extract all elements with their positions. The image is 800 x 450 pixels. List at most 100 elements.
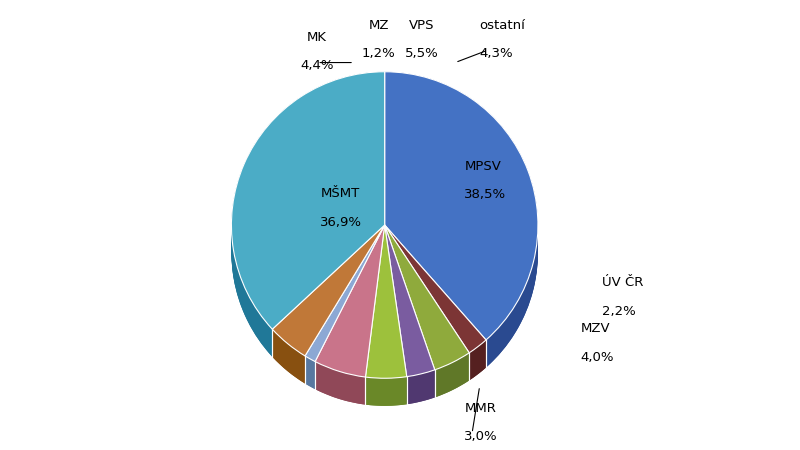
Wedge shape xyxy=(366,234,406,388)
Text: 5,5%: 5,5% xyxy=(405,47,438,60)
Text: VPS: VPS xyxy=(409,19,434,32)
Wedge shape xyxy=(385,247,486,375)
Text: MZ: MZ xyxy=(368,19,389,32)
Wedge shape xyxy=(385,228,434,379)
Wedge shape xyxy=(305,242,385,378)
Wedge shape xyxy=(231,98,385,356)
Text: 4,3%: 4,3% xyxy=(480,47,514,60)
Wedge shape xyxy=(305,234,385,371)
Wedge shape xyxy=(385,246,486,374)
Wedge shape xyxy=(385,91,538,359)
Wedge shape xyxy=(385,250,434,401)
Wedge shape xyxy=(385,240,486,368)
Wedge shape xyxy=(385,79,538,347)
Wedge shape xyxy=(385,236,434,388)
Wedge shape xyxy=(231,95,385,353)
Wedge shape xyxy=(366,250,406,403)
Wedge shape xyxy=(366,251,406,405)
Wedge shape xyxy=(385,246,470,391)
Wedge shape xyxy=(385,234,434,386)
Wedge shape xyxy=(366,238,406,391)
Wedge shape xyxy=(305,225,385,361)
Wedge shape xyxy=(385,250,470,395)
Wedge shape xyxy=(231,77,385,335)
Wedge shape xyxy=(272,225,385,356)
Wedge shape xyxy=(272,232,385,363)
Wedge shape xyxy=(385,251,470,396)
Wedge shape xyxy=(385,99,538,368)
Polygon shape xyxy=(315,361,366,405)
Wedge shape xyxy=(272,250,385,381)
Wedge shape xyxy=(231,91,385,348)
Wedge shape xyxy=(385,94,538,362)
Wedge shape xyxy=(385,252,486,380)
Wedge shape xyxy=(305,250,385,387)
Wedge shape xyxy=(315,239,385,391)
Wedge shape xyxy=(385,92,538,360)
Wedge shape xyxy=(231,94,385,351)
Wedge shape xyxy=(385,90,538,358)
Wedge shape xyxy=(272,243,385,374)
Wedge shape xyxy=(272,246,385,377)
Wedge shape xyxy=(305,230,385,367)
Wedge shape xyxy=(385,95,538,364)
Wedge shape xyxy=(385,236,470,381)
Wedge shape xyxy=(385,233,434,385)
Wedge shape xyxy=(315,230,385,382)
Wedge shape xyxy=(231,83,385,340)
Wedge shape xyxy=(366,244,406,397)
Wedge shape xyxy=(272,240,385,371)
Wedge shape xyxy=(366,247,406,400)
Wedge shape xyxy=(272,242,385,373)
Text: MZV: MZV xyxy=(581,322,610,335)
Wedge shape xyxy=(272,247,385,378)
Wedge shape xyxy=(272,236,385,367)
Wedge shape xyxy=(385,232,486,360)
Wedge shape xyxy=(366,252,406,406)
Text: 4,4%: 4,4% xyxy=(301,59,334,72)
Wedge shape xyxy=(315,250,385,402)
Wedge shape xyxy=(305,248,385,385)
Wedge shape xyxy=(385,251,434,403)
Wedge shape xyxy=(385,230,486,358)
Wedge shape xyxy=(385,72,538,340)
Wedge shape xyxy=(315,225,385,377)
Wedge shape xyxy=(231,81,385,339)
Wedge shape xyxy=(385,83,538,351)
Wedge shape xyxy=(305,244,385,381)
Wedge shape xyxy=(385,228,470,373)
Wedge shape xyxy=(385,84,538,352)
Wedge shape xyxy=(366,240,406,393)
Wedge shape xyxy=(385,80,538,348)
Wedge shape xyxy=(366,232,406,385)
Wedge shape xyxy=(385,228,486,356)
Text: ostatní: ostatní xyxy=(480,19,526,32)
Text: MŠMT: MŠMT xyxy=(320,188,359,201)
Wedge shape xyxy=(272,229,385,360)
Wedge shape xyxy=(272,239,385,370)
Wedge shape xyxy=(366,243,406,396)
Wedge shape xyxy=(385,250,486,378)
Wedge shape xyxy=(385,232,434,383)
Wedge shape xyxy=(385,247,434,399)
Wedge shape xyxy=(385,225,486,353)
Wedge shape xyxy=(305,247,385,383)
Wedge shape xyxy=(315,234,385,387)
Wedge shape xyxy=(366,226,406,380)
Wedge shape xyxy=(366,239,406,392)
Wedge shape xyxy=(385,233,486,361)
Text: 1,2%: 1,2% xyxy=(362,47,395,60)
Wedge shape xyxy=(272,244,385,375)
Wedge shape xyxy=(385,242,434,393)
Wedge shape xyxy=(305,236,385,373)
Wedge shape xyxy=(385,243,434,395)
Wedge shape xyxy=(366,242,406,395)
Wedge shape xyxy=(385,87,538,355)
Wedge shape xyxy=(385,86,538,354)
Wedge shape xyxy=(272,238,385,369)
Polygon shape xyxy=(406,370,434,404)
Wedge shape xyxy=(231,92,385,350)
Text: ÚV ČR: ÚV ČR xyxy=(602,276,644,289)
Wedge shape xyxy=(385,225,434,377)
Wedge shape xyxy=(231,90,385,347)
